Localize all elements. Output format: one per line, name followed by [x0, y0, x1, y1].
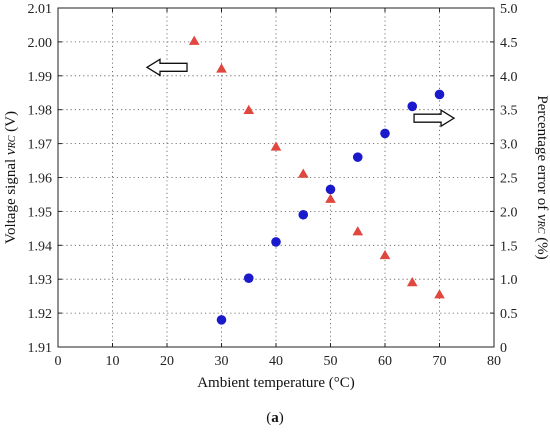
error-point: [243, 104, 255, 115]
x-tick-label: 50: [324, 354, 338, 369]
error-point: [325, 193, 336, 203]
error-point: [352, 226, 364, 236]
error-point: [297, 168, 309, 178]
series-layer: [188, 35, 445, 325]
x-tick-label: 60: [378, 354, 392, 369]
y-left-tick-label: 1.91: [28, 341, 53, 356]
grid: [58, 8, 494, 347]
error-point: [379, 249, 391, 260]
error-point: [216, 63, 227, 73]
voltage-point: [216, 315, 227, 325]
figure-caption: (a): [0, 410, 550, 427]
voltage-point: [407, 101, 418, 112]
arrow-left-annotation: [145, 58, 188, 77]
y-right-tick-label: 4.5: [500, 36, 518, 51]
error-point: [406, 276, 418, 287]
arrow-right-annotation: [413, 109, 456, 128]
y-right-tick-label: 0.5: [500, 307, 518, 322]
x-axis-title: Ambient temperature (°C): [197, 375, 355, 391]
error-point: [434, 289, 445, 299]
x-tick-label: 10: [106, 354, 120, 369]
y-right-tick-label: 3.0: [500, 138, 518, 153]
caption-letter: a: [271, 410, 279, 426]
y-left-title-prefix: Voltage signal: [3, 155, 19, 244]
y-right-axis-title: Percentage error of vRC (%): [534, 95, 550, 259]
annotations: [145, 58, 456, 128]
y-left-axis-title: Voltage signal vRC (V): [3, 111, 19, 244]
y-right-tick-label: 2.5: [500, 172, 518, 187]
y-left-tick-label: 2.00: [28, 36, 53, 51]
y-right-tick-label: 0: [500, 341, 507, 356]
caption-close: ): [278, 410, 284, 426]
error-point: [188, 35, 200, 45]
y-left-axis-ticks: 1.91 1.92 1.93 1.94 1.95 1.96 1.97 1.98 1.99 2.00…: [28, 2, 62, 356]
voltage-point: [325, 184, 336, 195]
y-right-tick-label: 3.5: [500, 104, 518, 119]
y-left-title-sub: RC: [7, 135, 18, 149]
y-left-tick-label: 1.92: [28, 307, 53, 322]
voltage-point: [352, 152, 363, 162]
y-right-tick-label: 5.0: [500, 2, 518, 17]
x-tick-label: 20: [160, 354, 174, 369]
voltage-point: [298, 209, 309, 220]
x-tick-label: 70: [433, 354, 447, 369]
y-right-tick-label: 4.0: [500, 70, 518, 85]
y-left-tick-label: 1.96: [28, 172, 53, 187]
x-tick-label: 40: [269, 354, 283, 369]
y-right-title-suffix: (%): [534, 233, 550, 259]
x-axis-ticks: 0 10 20 30 40 50 60 70 80: [55, 8, 501, 369]
voltage-point: [434, 89, 445, 100]
y-left-tick-label: 1.95: [28, 205, 53, 220]
y-left-tick-label: 1.97: [28, 138, 53, 153]
y-left-title-suffix: (V): [3, 111, 19, 136]
error-point: [270, 141, 282, 151]
y-left-tick-label: 2.01: [28, 2, 53, 17]
voltage-point: [243, 273, 254, 283]
chart: 0 10 20 30 40 50 60 70 80 1.911.921.931.941.951.…: [3, 2, 550, 391]
y-right-title-prefix: Percentage error of: [534, 95, 550, 214]
y-left-tick-label: 1.93: [28, 273, 53, 288]
y-left-title-var: v: [3, 148, 19, 155]
y-right-tick-label: 2.0: [500, 205, 518, 220]
y-left-tick-label: 1.94: [28, 239, 53, 254]
x-tick-label: 0: [55, 354, 62, 369]
voltage-point: [380, 128, 390, 139]
y-left-tick-label: 1.99: [28, 70, 53, 85]
x-tick-label: 30: [215, 354, 229, 369]
y-right-axis-ticks: 0 0.5 1.0 1.5 2.0 2.5 3.0 3.5 4.0 4.5 5.0: [490, 2, 518, 356]
y-left-tick-label: 1.98: [28, 104, 53, 119]
y-right-title-sub: RC: [535, 220, 546, 234]
caption-open: (: [266, 410, 272, 426]
y-right-title-var: v: [534, 214, 550, 221]
x-tick-label: 80: [487, 354, 501, 369]
y-right-tick-label: 1.0: [500, 273, 518, 288]
y-right-tick-label: 1.5: [500, 239, 518, 254]
voltage-point: [271, 237, 281, 247]
